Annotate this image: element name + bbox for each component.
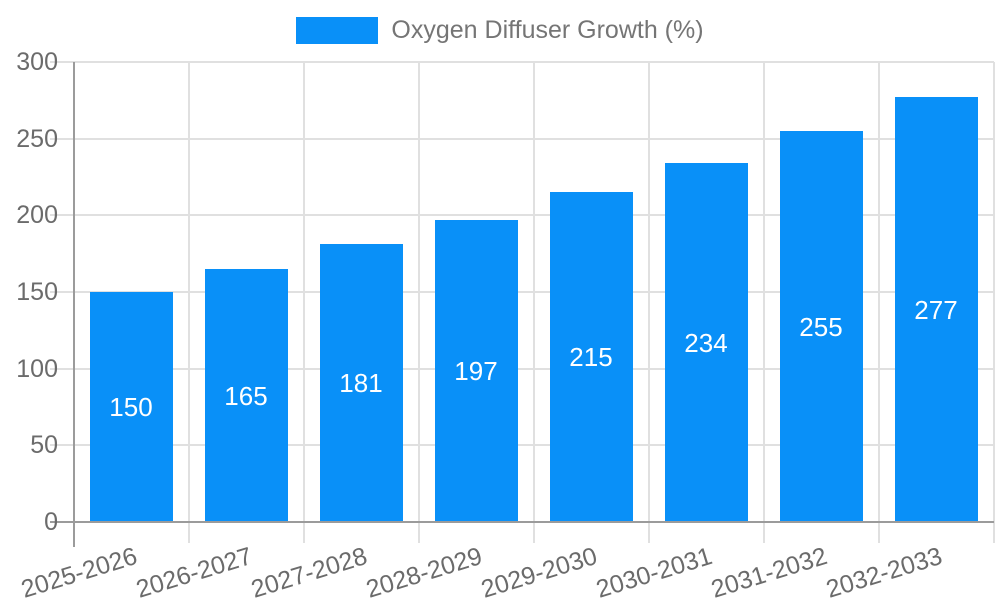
y-axis-line: [72, 62, 75, 547]
x-axis-tick-label: 2027-2028: [248, 542, 371, 604]
bar-2027-2028[interactable]: 181: [319, 244, 403, 522]
y-axis-tick-label: 200: [16, 201, 58, 230]
bar-2025-2026[interactable]: 150: [89, 292, 173, 522]
x-axis-tick-mark: [187, 522, 190, 543]
x-axis-tick-mark: [532, 522, 535, 543]
bar-value-label: 197: [454, 355, 498, 386]
x-axis-tick-label: 2032-2033: [823, 542, 946, 604]
vertical-gridline: [647, 62, 650, 522]
y-axis-tick-label: 50: [30, 431, 58, 460]
bar-value-label: 215: [569, 342, 613, 373]
x-axis-tick-label: 2028-2029: [363, 542, 486, 604]
y-axis-tick-mark: [50, 61, 74, 63]
x-axis-tick-label: 2025-2026: [18, 542, 141, 604]
bar-2032-2033[interactable]: 277: [894, 97, 978, 522]
y-axis-tick-label: 0: [44, 508, 58, 536]
y-axis-tick-mark: [50, 444, 74, 447]
x-axis-tick-label: 2029-2030: [478, 542, 601, 604]
y-axis-tick-mark: [50, 214, 74, 217]
bar-2031-2032[interactable]: 255: [779, 131, 863, 522]
y-axis-tick-mark: [50, 367, 74, 370]
x-axis-tick-mark: [992, 522, 995, 543]
x-axis-baseline: [73, 521, 994, 523]
vertical-gridline: [992, 62, 995, 522]
x-axis-tick-mark: [417, 522, 420, 543]
x-axis-tick-mark: [647, 522, 650, 543]
bar-value-label: 234: [684, 327, 728, 358]
bar-value-label: 150: [109, 392, 153, 422]
vertical-gridline: [417, 62, 420, 522]
vertical-gridline: [877, 62, 880, 522]
bar-value-label: 255: [799, 311, 843, 342]
y-axis-tick-label: 300: [16, 48, 58, 76]
chart-legend[interactable]: Oxygen Diffuser Growth (%): [0, 14, 1000, 46]
y-axis-tick-label: 150: [16, 278, 58, 306]
x-axis-tick-label: 2031-2032: [708, 542, 831, 604]
bar-2028-2029[interactable]: 197: [434, 219, 518, 522]
vertical-gridline: [762, 62, 765, 522]
bar-value-label: 165: [224, 380, 268, 411]
x-axis-tick-label: 2026-2027: [133, 542, 256, 604]
bar-value-label: 277: [914, 294, 958, 325]
legend-swatch: [296, 16, 379, 44]
bar-2029-2030[interactable]: 215: [549, 192, 633, 522]
bar-value-label: 181: [339, 368, 383, 399]
legend-label: Oxygen Diffuser Growth (%): [391, 16, 704, 44]
vertical-gridline: [187, 62, 190, 522]
bar-2026-2027[interactable]: 165: [204, 269, 288, 522]
x-axis-tick-mark: [762, 522, 765, 543]
vertical-gridline: [532, 62, 535, 522]
x-axis-tick-mark: [877, 522, 880, 543]
vertical-gridline: [302, 62, 305, 522]
y-axis-tick-mark: [50, 521, 74, 523]
y-axis-tick-label: 250: [16, 124, 58, 153]
bar-2030-2031[interactable]: 234: [664, 163, 748, 522]
y-axis-tick-mark: [50, 291, 74, 293]
x-axis-tick-label: 2030-2031: [593, 542, 716, 604]
y-axis-tick-mark: [50, 137, 74, 140]
y-axis-tick-label: 100: [16, 354, 58, 383]
x-axis-tick-mark: [302, 522, 305, 543]
